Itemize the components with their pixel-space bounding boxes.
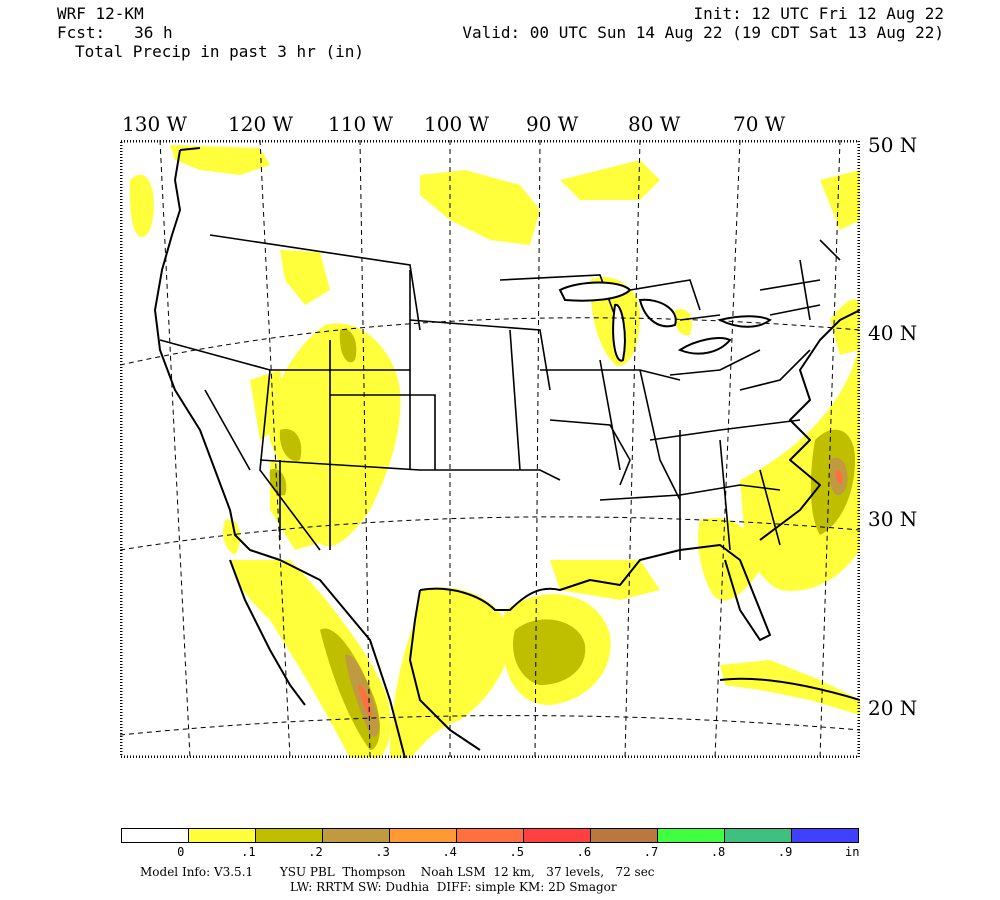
colorbar-label: .9 [777,845,793,859]
precip-colorbar [121,828,859,843]
colorbar-swatch [390,829,457,842]
colorbar-swatch [189,829,256,842]
colorbar-swatch [256,829,323,842]
lat-label: 20 N [868,696,918,720]
forecast-hour: Fcst: 36 h [57,23,173,42]
lon-label: 120 W [228,112,294,136]
model-title: WRF 12-KM [57,4,144,23]
lat-label: 30 N [868,507,918,531]
footer-physics-info: LW: RRTM SW: Dudhia DIFF: simple KM: 2D … [290,880,617,894]
colorbar-swatch [792,829,858,842]
lon-label: 80 W [628,112,681,136]
precip-map [120,140,860,758]
colorbar-label: .8 [710,845,726,859]
colorbar-label: .4 [442,845,457,859]
lon-label: 90 W [526,112,579,136]
lon-label: 70 W [733,112,786,136]
colorbar-swatch [524,829,591,842]
lat-label: 50 N [868,133,918,157]
colorbar-label: .1 [241,845,256,859]
map-frame [120,140,860,758]
colorbar-swatch [457,829,524,842]
footer-model-info: Model Info: V3.5.1 YSU PBL Thompson Noah… [140,865,655,879]
colorbar-label: .3 [375,845,390,859]
colorbar-swatch [658,829,725,842]
colorbar-label: .6 [576,845,592,859]
lon-label: 130 W [122,112,188,136]
colorbar-swatch [122,829,189,842]
lat-label: 40 N [868,321,918,345]
colorbar-label: in [845,845,860,859]
colorbar-swatch [323,829,390,842]
colorbar-swatch [725,829,792,842]
colorbar-label: .7 [643,845,659,859]
colorbar-swatch [591,829,658,842]
state-borders [159,234,841,560]
colorbar-label: 0 [177,845,185,859]
precip-very-heavy-areas [358,469,843,716]
colorbar-label: .2 [308,845,323,859]
valid-time: Valid: 00 UTC Sun 14 Aug 22 (19 CDT Sat … [462,23,944,42]
lat-lon-grid [120,140,860,758]
colorbar-label: .5 [509,845,524,859]
init-time: Init: 12 UTC Fri 12 Aug 22 [693,4,944,23]
coastlines [154,147,860,758]
lon-label: 110 W [328,112,394,136]
field-title: Total Precip in past 3 hr (in) [75,42,364,61]
great-lakes [558,281,772,362]
lon-label: 100 W [424,112,490,136]
